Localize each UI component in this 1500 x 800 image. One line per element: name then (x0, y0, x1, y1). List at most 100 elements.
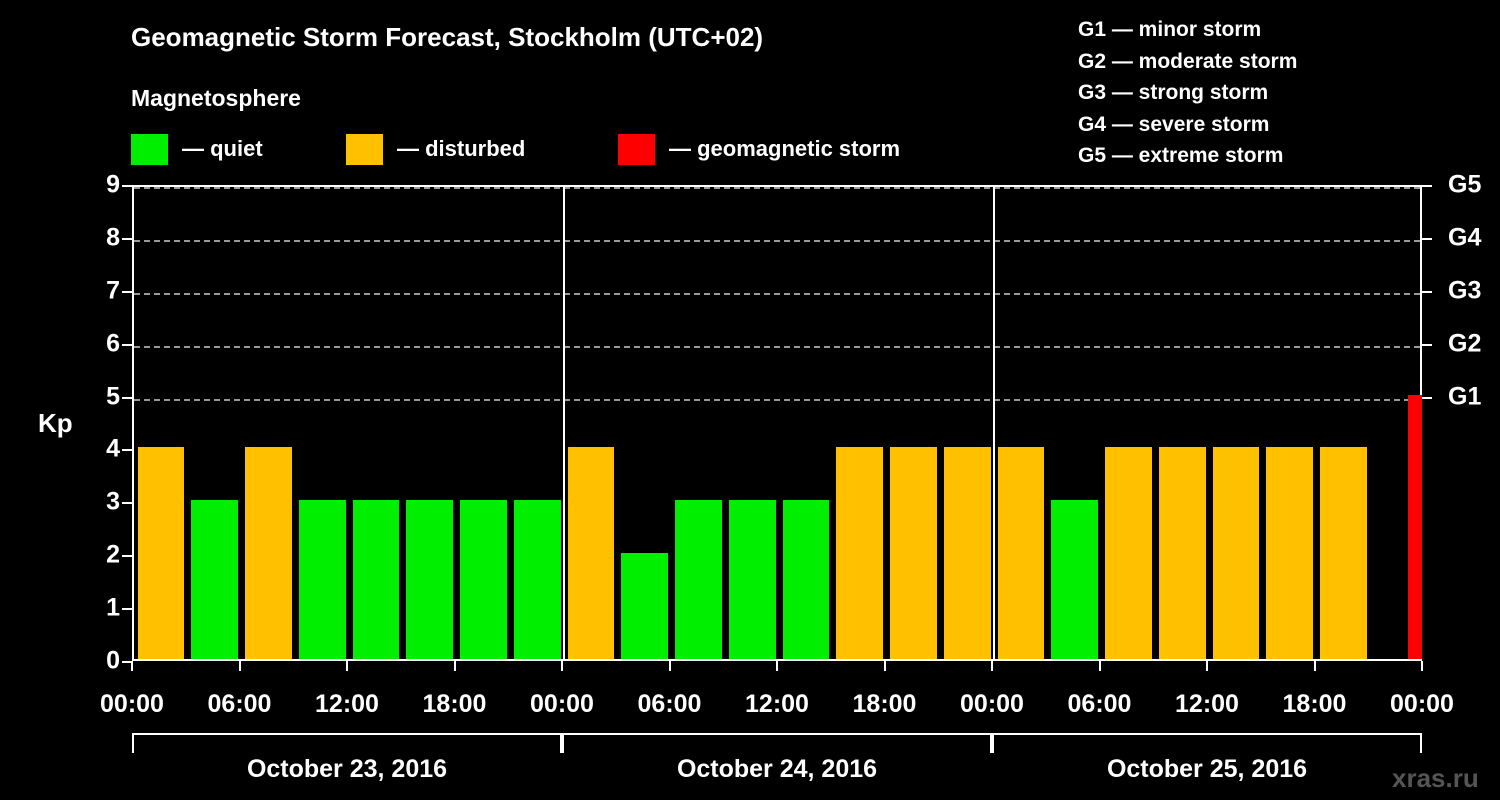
y-tick-label-8: 8 (106, 223, 120, 252)
y-tick-label-0: 0 (106, 646, 120, 675)
g-scale-line-3: G3 — strong storm (1078, 81, 1269, 104)
g-tick-label-G4: G4 (1448, 223, 1482, 252)
y-tick-mark-5 (122, 396, 132, 399)
y-tick-mark-3 (122, 502, 132, 505)
day-separator (563, 187, 565, 659)
bar (1408, 394, 1422, 659)
date-label: October 25, 2016 (1106, 755, 1308, 783)
y-tick-label-3: 3 (106, 487, 120, 516)
x-tick-mark (561, 661, 563, 671)
page-title: Geomagnetic Storm Forecast, Stockholm (U… (131, 22, 764, 52)
y-tick-mark-6 (122, 343, 132, 346)
plot-inner (134, 187, 1422, 659)
legend-swatch-quiet (131, 133, 168, 165)
bar (782, 500, 830, 659)
x-tick-mark (1313, 661, 1316, 671)
legend-label: — disturbed (397, 136, 526, 161)
bar (298, 500, 346, 659)
y-tick-mark-0 (122, 661, 132, 663)
legend-heading: Magnetosphere (131, 85, 301, 111)
date-label: October 23, 2016 (246, 755, 448, 783)
x-tick-label: 18:00 (1282, 690, 1347, 718)
x-tick-label: 00:00 (100, 690, 164, 718)
g-tick-mark-G3 (1422, 290, 1432, 293)
gridline-kp-7 (134, 292, 1420, 295)
day-separator (993, 187, 995, 659)
g-tick-mark-G5 (1422, 185, 1432, 187)
g-tick-mark-G1 (1422, 396, 1432, 399)
y-tick-label-4: 4 (106, 434, 120, 463)
bar (997, 447, 1045, 659)
x-tick-label: 18:00 (422, 690, 487, 718)
y-tick-mark-2 (122, 555, 132, 558)
bar (1212, 447, 1260, 659)
plot-area (132, 185, 1422, 661)
y-tick-label-5: 5 (106, 382, 120, 411)
g-tick-mark-G2 (1422, 343, 1432, 346)
g-scale-line-5: G5 — extreme storm (1078, 144, 1284, 167)
gridline-kp-5 (134, 398, 1420, 401)
bar (1158, 447, 1206, 659)
x-tick-label: 06:00 (1067, 690, 1132, 718)
y-tick-mark-1 (122, 608, 132, 611)
legend-swatch-storm (618, 133, 655, 165)
y-tick-mark-7 (122, 290, 132, 293)
gridline-kp-9 (134, 187, 1420, 189)
bar (406, 500, 453, 659)
bar (137, 447, 185, 659)
bar (1266, 447, 1313, 659)
g-scale-legend: G1 — minor storm G2 — moderate storm G3 — … (1078, 14, 1297, 172)
date-bracket (992, 733, 1422, 753)
g-tick-label-G3: G3 (1448, 276, 1482, 305)
bar (1105, 447, 1152, 659)
x-tick-label: 00:00 (1390, 690, 1454, 718)
y-tick-label-7: 7 (106, 276, 120, 305)
x-tick-mark (668, 661, 671, 671)
bar (621, 553, 668, 659)
legend-item-disturbed: — disturbed (346, 133, 525, 165)
watermark: xras.ru (1392, 763, 1479, 793)
bar (890, 447, 937, 659)
x-tick-label: 12:00 (1175, 690, 1239, 718)
bar (836, 447, 883, 659)
x-tick-mark (991, 661, 993, 671)
bar (513, 500, 561, 659)
bar (352, 500, 400, 659)
g-scale-line-2: G2 — moderate storm (1078, 49, 1298, 73)
x-tick-label: 12:00 (745, 690, 809, 718)
bar (1320, 447, 1367, 659)
bar (943, 447, 991, 659)
y-tick-label-9: 9 (106, 170, 120, 199)
x-tick-label: 12:00 (315, 690, 379, 718)
legend-item-quiet: — quiet (131, 133, 263, 165)
y-tick-mark-4 (122, 449, 132, 452)
x-tick-label: 00:00 (960, 690, 1024, 718)
date-label: October 24, 2016 (676, 755, 878, 783)
bar (728, 500, 776, 659)
g-tick-label-G5: G5 (1448, 170, 1482, 199)
bar (1051, 500, 1098, 659)
x-tick-mark (1421, 661, 1423, 671)
x-tick-mark (131, 661, 133, 671)
y-tick-mark-8 (122, 237, 132, 240)
date-bracket (562, 733, 992, 753)
bar (460, 500, 507, 659)
y-tick-label-1: 1 (106, 593, 120, 622)
bar (191, 500, 238, 659)
g-tick-label-G1: G1 (1448, 382, 1482, 411)
legend-swatch-disturbed (346, 133, 383, 165)
legend-item-geomagneticstorm: — geomagnetic storm (618, 133, 900, 165)
g-tick-label-G2: G2 (1448, 329, 1482, 358)
x-tick-mark (238, 661, 241, 671)
x-tick-label: 18:00 (852, 690, 917, 718)
y-tick-label-2: 2 (106, 540, 120, 569)
bar (245, 447, 292, 659)
x-tick-mark (453, 661, 456, 671)
x-tick-mark (346, 661, 348, 671)
date-bracket (132, 733, 562, 753)
gridline-kp-8 (134, 239, 1420, 242)
x-tick-mark (1206, 661, 1208, 671)
bar (567, 447, 615, 659)
legend-label: — geomagnetic storm (669, 136, 901, 161)
